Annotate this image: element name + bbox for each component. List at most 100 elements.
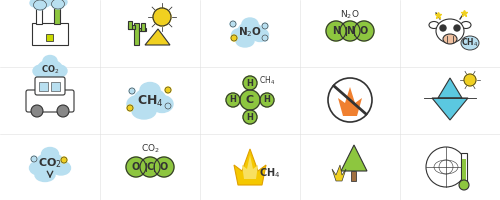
Polygon shape <box>432 98 468 120</box>
Polygon shape <box>338 87 362 116</box>
Text: H: H <box>230 96 236 104</box>
Ellipse shape <box>236 35 254 47</box>
Circle shape <box>240 90 260 110</box>
Ellipse shape <box>242 18 258 30</box>
Circle shape <box>454 25 460 31</box>
Circle shape <box>326 21 346 41</box>
Ellipse shape <box>35 168 55 182</box>
Ellipse shape <box>134 88 166 112</box>
Text: O: O <box>360 26 368 36</box>
Ellipse shape <box>30 161 48 175</box>
Text: C: C <box>246 95 254 105</box>
Ellipse shape <box>37 69 55 81</box>
Ellipse shape <box>461 21 471 28</box>
Ellipse shape <box>140 82 160 98</box>
Ellipse shape <box>49 0 59 6</box>
Circle shape <box>127 105 133 111</box>
Bar <box>141 23 145 31</box>
Text: CH$_4$: CH$_4$ <box>136 93 164 109</box>
Ellipse shape <box>52 0 64 9</box>
Ellipse shape <box>57 0 67 6</box>
Polygon shape <box>438 78 462 98</box>
Ellipse shape <box>151 96 173 112</box>
Circle shape <box>328 78 372 122</box>
Circle shape <box>440 25 446 31</box>
Ellipse shape <box>429 21 439 28</box>
Ellipse shape <box>443 34 457 44</box>
Circle shape <box>129 88 135 94</box>
Polygon shape <box>242 155 258 179</box>
Ellipse shape <box>36 153 64 173</box>
Text: C: C <box>146 162 154 172</box>
Circle shape <box>243 76 257 90</box>
Circle shape <box>260 93 274 107</box>
Ellipse shape <box>52 161 70 175</box>
Ellipse shape <box>34 0 46 10</box>
Bar <box>54 6 60 24</box>
Text: O: O <box>132 162 140 172</box>
Bar <box>46 34 53 41</box>
Ellipse shape <box>232 28 248 42</box>
Text: CH$_4$: CH$_4$ <box>260 166 280 180</box>
Circle shape <box>226 93 240 107</box>
FancyBboxPatch shape <box>26 90 74 112</box>
Ellipse shape <box>38 60 62 76</box>
Ellipse shape <box>252 28 268 42</box>
Polygon shape <box>332 165 346 181</box>
Text: N$_2$O: N$_2$O <box>238 25 262 39</box>
Circle shape <box>154 157 174 177</box>
Ellipse shape <box>51 65 67 77</box>
Bar <box>51 82 60 91</box>
Text: CO$_2$: CO$_2$ <box>40 64 60 76</box>
Circle shape <box>243 110 257 124</box>
Circle shape <box>340 21 360 41</box>
Circle shape <box>459 180 469 190</box>
Ellipse shape <box>43 55 57 66</box>
FancyBboxPatch shape <box>35 77 65 95</box>
Circle shape <box>464 74 476 86</box>
Ellipse shape <box>33 65 49 77</box>
Text: CH$_4$: CH$_4$ <box>259 75 275 87</box>
Circle shape <box>140 157 160 177</box>
Ellipse shape <box>40 0 50 7</box>
Ellipse shape <box>436 19 464 43</box>
Circle shape <box>231 35 237 41</box>
Bar <box>462 159 466 183</box>
Bar <box>39 82 48 91</box>
Bar <box>32 23 68 45</box>
Text: O: O <box>160 162 168 172</box>
Circle shape <box>426 147 466 187</box>
Text: H: H <box>246 78 254 88</box>
Bar <box>134 23 139 45</box>
Circle shape <box>262 35 268 41</box>
Ellipse shape <box>461 36 479 50</box>
Circle shape <box>153 8 171 26</box>
Text: CO$_2$: CO$_2$ <box>38 156 62 170</box>
Bar <box>139 28 146 31</box>
Ellipse shape <box>42 148 58 160</box>
Polygon shape <box>341 145 367 171</box>
Bar <box>461 153 467 185</box>
Text: CH$_4$: CH$_4$ <box>462 37 478 49</box>
Circle shape <box>230 21 236 27</box>
Text: N: N <box>332 26 340 36</box>
Circle shape <box>262 23 268 29</box>
Bar <box>128 25 135 29</box>
Circle shape <box>354 21 374 41</box>
Ellipse shape <box>30 0 40 7</box>
Polygon shape <box>234 149 266 185</box>
Circle shape <box>165 103 171 109</box>
Circle shape <box>126 157 146 177</box>
Circle shape <box>31 105 43 117</box>
Bar <box>36 8 42 24</box>
Text: H: H <box>264 96 270 104</box>
Text: H: H <box>246 112 254 121</box>
Circle shape <box>61 157 67 163</box>
Polygon shape <box>145 29 170 45</box>
Circle shape <box>31 156 37 162</box>
Text: CO$_2$: CO$_2$ <box>140 143 160 155</box>
Circle shape <box>57 105 69 117</box>
Ellipse shape <box>127 96 149 112</box>
Ellipse shape <box>132 103 156 119</box>
Ellipse shape <box>238 22 262 40</box>
